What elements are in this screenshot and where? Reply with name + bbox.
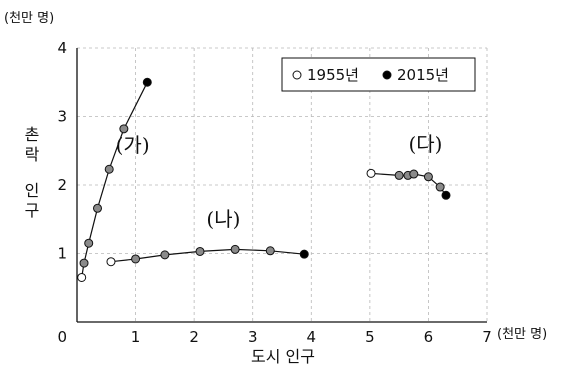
y-tick-label: 1 [57, 245, 67, 263]
point-1955 [77, 272, 87, 282]
point-intermediate [230, 244, 240, 254]
y-axis-title-char: 락 [25, 145, 40, 164]
y-axis-title-char: 구 [25, 201, 40, 220]
point-intermediate [104, 164, 114, 174]
x-tick-label: 4 [307, 328, 317, 346]
y-unit-label: (천만 명) [4, 11, 54, 26]
point-intermediate [79, 258, 89, 268]
point-intermediate [265, 246, 275, 256]
x-tick-label: 0 [57, 328, 67, 346]
x-tick-label: 2 [189, 328, 199, 346]
y-tick-label: 4 [57, 39, 67, 57]
x-tick-label: 5 [365, 328, 375, 346]
point-intermediate [394, 170, 404, 180]
series-1: (가) [77, 77, 152, 282]
legend-label: 1955년 [307, 66, 359, 84]
point-intermediate [131, 254, 141, 264]
point-intermediate [435, 182, 445, 192]
point-intermediate [160, 250, 170, 260]
series-label: (다) [408, 132, 442, 156]
x-unit-label: (천만 명) [497, 327, 547, 342]
y-tick-label: 3 [57, 108, 67, 126]
point-intermediate [409, 169, 419, 179]
legend-box [281, 57, 476, 92]
point-intermediate [195, 246, 205, 256]
series-2: (나) [106, 207, 309, 267]
grid-lines [77, 47, 488, 322]
axes [76, 48, 487, 323]
point-intermediate [93, 203, 102, 213]
point-2015 [142, 77, 152, 87]
point-intermediate [119, 124, 129, 134]
legend-marker [382, 70, 392, 80]
legend-marker [292, 70, 302, 80]
point-intermediate [423, 172, 433, 182]
point-2015 [299, 249, 309, 259]
legend: 1955년 2015년 [281, 57, 476, 92]
legend-label: 2015년 [397, 66, 449, 84]
point-1955 [106, 257, 116, 267]
x-tick-label: 7 [482, 328, 492, 346]
point-1955 [366, 168, 376, 178]
series-label: (나) [206, 207, 240, 231]
y-axis-title-char: 촌 [25, 125, 40, 144]
x-tick-label: 3 [248, 328, 258, 346]
series-label: (가) [116, 133, 150, 157]
series-group: (가) (나) (다) [77, 77, 451, 282]
x-axis-title: 도시 인구 [251, 347, 315, 366]
y-tick-label: 2 [57, 176, 67, 194]
point-2015 [441, 190, 451, 200]
point-intermediate [84, 238, 94, 248]
series-3: (다) [366, 132, 451, 200]
x-tick-label: 1 [131, 328, 141, 346]
x-tick-label: 6 [424, 328, 434, 346]
series-line [110, 248, 305, 263]
y-axis-title-char: 인 [25, 181, 40, 200]
series-line [81, 82, 148, 278]
